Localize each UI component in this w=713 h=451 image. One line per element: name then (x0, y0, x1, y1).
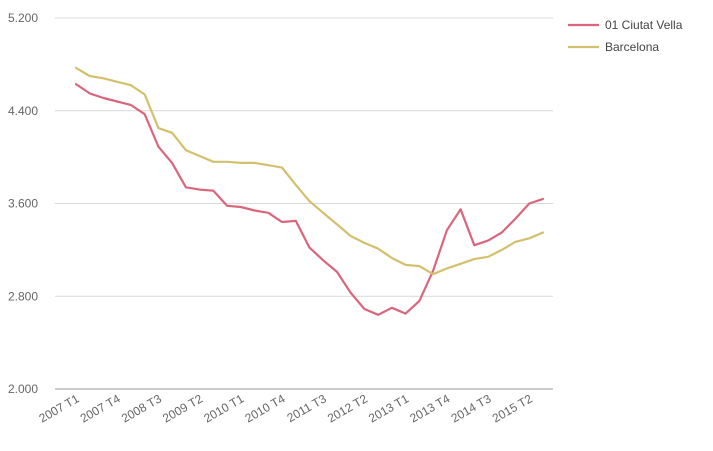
x-tick-label: 2010 T4 (243, 391, 288, 425)
x-tick-label: 2010 T1 (201, 391, 246, 425)
x-tick-label: 2014 T3 (449, 391, 494, 425)
y-tick-label: 5.200 (8, 11, 38, 25)
x-tick-label: 2013 T4 (407, 391, 452, 425)
series-lines (74, 66, 545, 316)
y-tick-label: 4.400 (8, 104, 38, 118)
x-tick-label: 2008 T3 (119, 391, 164, 425)
x-tick-label: 2007 T4 (78, 391, 123, 425)
legend-label: Barcelona (605, 40, 659, 54)
legend-label: 01 Ciutat Vella (605, 18, 683, 32)
y-tick-label: 3.600 (8, 197, 38, 211)
x-tick-label: 2007 T1 (37, 391, 82, 425)
x-tick-label: 2013 T1 (366, 391, 411, 425)
legend: 01 Ciutat Vella Barcelona (568, 18, 683, 54)
x-tick-label: 2015 T2 (490, 391, 535, 425)
series-line-1 (74, 66, 545, 276)
x-tick-label: 2012 T2 (325, 391, 370, 425)
gridlines (55, 17, 553, 390)
y-tick-label: 2.000 (8, 382, 38, 396)
series-line-0 (74, 82, 545, 316)
x-tick-label: 2011 T3 (285, 391, 329, 425)
x-tick-label: 2009 T2 (160, 391, 205, 425)
y-tick-label: 2.800 (8, 289, 38, 303)
y-axis: 2.000 2.800 3.600 4.400 5.200 (8, 11, 38, 396)
